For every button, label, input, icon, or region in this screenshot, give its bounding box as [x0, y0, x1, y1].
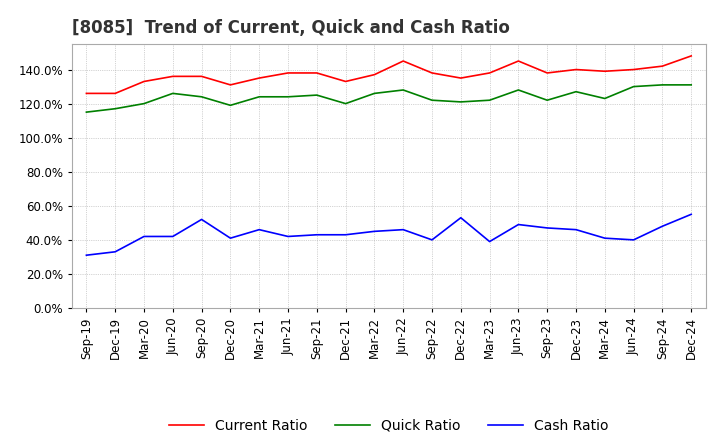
Current Ratio	[312, 70, 321, 76]
Cash Ratio	[341, 232, 350, 238]
Quick Ratio	[168, 91, 177, 96]
Cash Ratio	[485, 239, 494, 244]
Quick Ratio	[140, 101, 148, 106]
Quick Ratio	[226, 103, 235, 108]
Current Ratio	[485, 70, 494, 76]
Current Ratio	[226, 82, 235, 88]
Cash Ratio	[687, 212, 696, 217]
Current Ratio	[82, 91, 91, 96]
Cash Ratio	[111, 249, 120, 254]
Quick Ratio	[629, 84, 638, 89]
Quick Ratio	[543, 98, 552, 103]
Current Ratio	[456, 75, 465, 81]
Cash Ratio	[428, 237, 436, 242]
Line: Cash Ratio: Cash Ratio	[86, 214, 691, 255]
Cash Ratio	[629, 237, 638, 242]
Quick Ratio	[341, 101, 350, 106]
Current Ratio	[197, 74, 206, 79]
Cash Ratio	[255, 227, 264, 232]
Cash Ratio	[399, 227, 408, 232]
Current Ratio	[399, 59, 408, 64]
Current Ratio	[428, 70, 436, 76]
Quick Ratio	[600, 96, 609, 101]
Cash Ratio	[543, 225, 552, 231]
Quick Ratio	[312, 92, 321, 98]
Quick Ratio	[370, 91, 379, 96]
Cash Ratio	[197, 217, 206, 222]
Current Ratio	[687, 53, 696, 59]
Cash Ratio	[82, 253, 91, 258]
Current Ratio	[341, 79, 350, 84]
Cash Ratio	[514, 222, 523, 227]
Cash Ratio	[226, 235, 235, 241]
Quick Ratio	[111, 106, 120, 111]
Current Ratio	[111, 91, 120, 96]
Quick Ratio	[456, 99, 465, 105]
Quick Ratio	[428, 98, 436, 103]
Line: Quick Ratio: Quick Ratio	[86, 85, 691, 112]
Current Ratio	[600, 69, 609, 74]
Cash Ratio	[284, 234, 292, 239]
Current Ratio	[255, 75, 264, 81]
Current Ratio	[140, 79, 148, 84]
Line: Current Ratio: Current Ratio	[86, 56, 691, 93]
Quick Ratio	[572, 89, 580, 94]
Quick Ratio	[255, 94, 264, 99]
Cash Ratio	[168, 234, 177, 239]
Quick Ratio	[485, 98, 494, 103]
Current Ratio	[658, 63, 667, 69]
Cash Ratio	[600, 235, 609, 241]
Current Ratio	[629, 67, 638, 72]
Current Ratio	[284, 70, 292, 76]
Cash Ratio	[572, 227, 580, 232]
Cash Ratio	[658, 224, 667, 229]
Cash Ratio	[456, 215, 465, 220]
Cash Ratio	[140, 234, 148, 239]
Quick Ratio	[658, 82, 667, 88]
Current Ratio	[168, 74, 177, 79]
Quick Ratio	[197, 94, 206, 99]
Current Ratio	[572, 67, 580, 72]
Current Ratio	[370, 72, 379, 77]
Current Ratio	[543, 70, 552, 76]
Cash Ratio	[312, 232, 321, 238]
Quick Ratio	[399, 88, 408, 93]
Quick Ratio	[284, 94, 292, 99]
Quick Ratio	[82, 110, 91, 115]
Text: [8085]  Trend of Current, Quick and Cash Ratio: [8085] Trend of Current, Quick and Cash …	[72, 19, 510, 37]
Current Ratio	[514, 59, 523, 64]
Legend: Current Ratio, Quick Ratio, Cash Ratio: Current Ratio, Quick Ratio, Cash Ratio	[163, 413, 614, 438]
Quick Ratio	[687, 82, 696, 88]
Quick Ratio	[514, 88, 523, 93]
Cash Ratio	[370, 229, 379, 234]
